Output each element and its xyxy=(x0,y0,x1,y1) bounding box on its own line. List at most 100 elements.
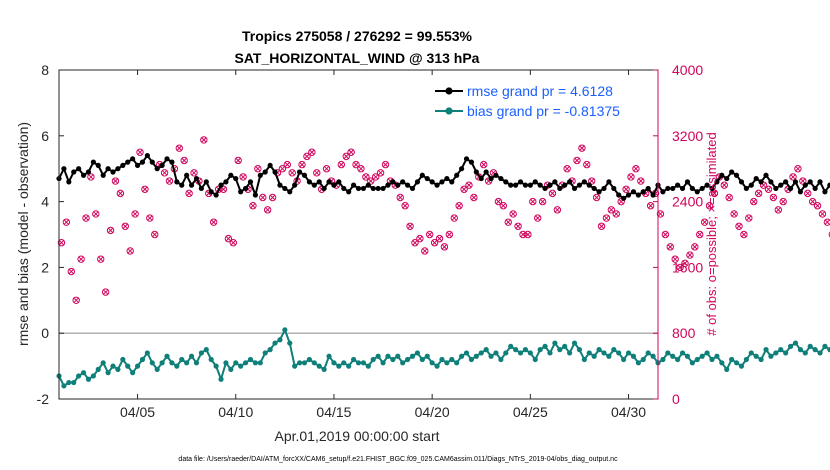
obs-possible-point xyxy=(612,210,620,218)
obs-possible-point xyxy=(180,156,188,165)
bias-point xyxy=(306,356,313,363)
obs-possible-point xyxy=(445,230,454,239)
bias-point xyxy=(179,356,185,363)
bias-point xyxy=(689,360,695,366)
rmse-point xyxy=(80,172,87,178)
bias-point xyxy=(738,363,745,369)
rmse-point xyxy=(699,185,705,192)
obs-possible-point xyxy=(308,148,316,156)
obs-possible-point xyxy=(499,202,508,210)
obs-assimilated-point xyxy=(397,194,404,201)
legend-box xyxy=(431,78,653,122)
obs-possible-point xyxy=(480,160,488,169)
obs-possible-point xyxy=(465,181,473,189)
obs-possible-point xyxy=(67,267,75,276)
bias-point xyxy=(660,356,666,363)
chart-title-line1: Tropics 275058 / 276292 = 99.553% xyxy=(242,28,473,44)
obs-possible-point xyxy=(578,144,586,152)
bias-point xyxy=(125,363,131,369)
obs-assimilated-point xyxy=(299,161,305,168)
bias-point xyxy=(478,350,484,356)
obs-assimilated-point xyxy=(525,231,531,238)
rmse-point xyxy=(743,185,749,192)
obs-possible-point xyxy=(705,202,714,210)
rmse-point xyxy=(184,172,190,178)
obs-assimilated-point xyxy=(151,231,158,238)
obs-assimilated-point xyxy=(284,161,291,168)
obs-possible-point xyxy=(740,230,748,239)
rmse-point xyxy=(208,189,214,195)
rmse-point xyxy=(709,185,715,192)
bias-point xyxy=(115,366,121,372)
rmse-point xyxy=(434,182,440,188)
rmse-point xyxy=(591,185,597,192)
bias-point xyxy=(773,350,779,356)
bias-point xyxy=(792,340,799,346)
obs-assimilated-point xyxy=(461,186,467,193)
bias-point xyxy=(714,353,720,359)
obs-possible-point xyxy=(632,165,640,173)
obs-assimilated-point xyxy=(117,190,124,197)
bias-point xyxy=(110,363,116,369)
y-left-tick-label: 4 xyxy=(41,194,49,210)
bias-point xyxy=(350,356,357,363)
rmse-point xyxy=(110,169,116,175)
bias-point xyxy=(233,360,239,366)
obs-assimilated-point xyxy=(186,190,192,197)
obs-assimilated-point xyxy=(809,198,816,205)
rmse-point xyxy=(621,195,627,201)
obs-possible-point xyxy=(175,144,183,152)
obs-assimilated-point xyxy=(755,190,762,197)
obs-possible-point xyxy=(278,165,287,173)
bias-point xyxy=(311,360,317,366)
rmse-point xyxy=(537,182,543,188)
bias-point xyxy=(365,363,371,369)
bias-point xyxy=(591,353,597,359)
bias-point xyxy=(326,353,332,359)
obs-assimilated-point xyxy=(309,149,315,156)
obs-possible-point xyxy=(362,173,370,181)
rmse-point xyxy=(321,185,327,192)
obs-assimilated-point xyxy=(407,223,413,230)
obs-assimilated-point xyxy=(721,182,728,189)
y-axis-left-label: rmse and bias (model - observation) xyxy=(15,122,31,346)
obs-assimilated-point xyxy=(97,256,104,263)
bias-point xyxy=(709,356,715,363)
bias-point xyxy=(616,350,622,356)
obs-assimilated-point xyxy=(480,161,487,168)
obs-assimilated-point xyxy=(451,215,458,221)
rmse-point xyxy=(296,169,303,175)
obs-assimilated-point xyxy=(495,198,502,205)
bias-point xyxy=(105,370,111,376)
rmse-point xyxy=(773,185,779,192)
rmse-point xyxy=(139,159,146,165)
obs-possible-point xyxy=(494,197,503,206)
obs-possible-point xyxy=(661,230,670,239)
obs-assimilated-point xyxy=(564,165,571,172)
rmse-point xyxy=(409,185,416,192)
rmse-point xyxy=(714,179,720,185)
y-axis-right-label: # of obs: o=possible; ×=assimilated xyxy=(704,132,719,335)
obs-possible-point xyxy=(627,173,635,181)
rmse-point xyxy=(331,182,337,188)
obs-assimilated-point xyxy=(259,194,266,201)
rmse-point xyxy=(635,192,641,198)
rmse-point xyxy=(76,166,82,172)
rmse-point xyxy=(316,179,322,185)
bias-point xyxy=(571,340,578,346)
rmse-point xyxy=(292,182,298,188)
obs-possible-point xyxy=(656,210,665,218)
rmse-point xyxy=(130,156,136,162)
rmse-point xyxy=(341,185,347,192)
rmse-point xyxy=(233,175,239,182)
bias-point xyxy=(547,350,553,356)
obs-assimilated-point xyxy=(358,165,364,172)
bias-point xyxy=(341,360,347,366)
bias-point xyxy=(252,360,258,366)
obs-possible-point xyxy=(789,173,797,181)
obs-possible-point xyxy=(337,160,346,169)
obs-assimilated-point xyxy=(711,190,718,197)
rmse-point xyxy=(738,179,745,185)
obs-possible-point xyxy=(519,230,527,239)
obs-assimilated-point xyxy=(112,178,119,184)
